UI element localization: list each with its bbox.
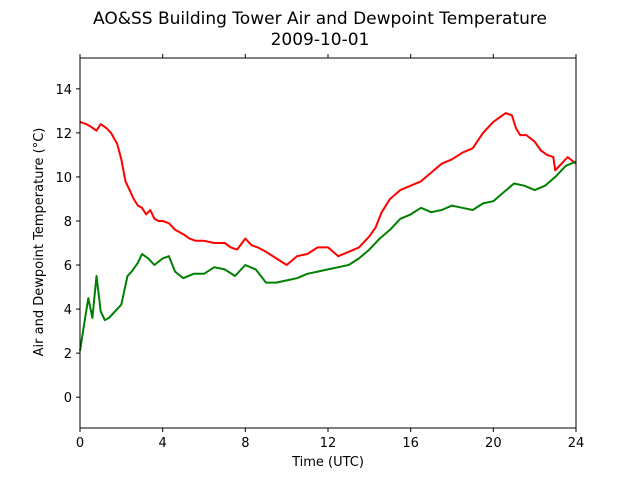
x-axis-label: Time (UTC) (291, 455, 364, 470)
series-layer (79, 112, 577, 352)
chart-subtitle: 2009-10-01 (271, 30, 370, 50)
x-tick-label: 8 (241, 436, 249, 451)
y-tick-label: 10 (55, 171, 72, 186)
x-tick-label: 0 (76, 436, 84, 451)
y-tick-label: 6 (64, 259, 72, 274)
y-tick-label: 2 (64, 347, 72, 362)
x-tick-label: 12 (320, 436, 337, 451)
x-tick-label: 24 (568, 436, 585, 451)
x-tick-label: 16 (402, 436, 419, 451)
y-tick-label: 14 (55, 83, 72, 98)
y-tick-label: 0 (64, 391, 72, 406)
chart-title: AO&SS Building Tower Air and Dewpoint Te… (93, 9, 547, 29)
x-tick-label: 20 (485, 436, 502, 451)
x-tick-label: 4 (159, 436, 167, 451)
y-axis-label: Air and Dewpoint Temperature (°C) (32, 128, 47, 357)
y-tick-label: 12 (55, 127, 72, 142)
y-tick-label: 8 (64, 215, 72, 230)
y-tick-label: 4 (64, 303, 72, 318)
series-line-2 (79, 160, 577, 352)
series-line-1 (79, 112, 577, 266)
plot-frame (79, 57, 577, 429)
